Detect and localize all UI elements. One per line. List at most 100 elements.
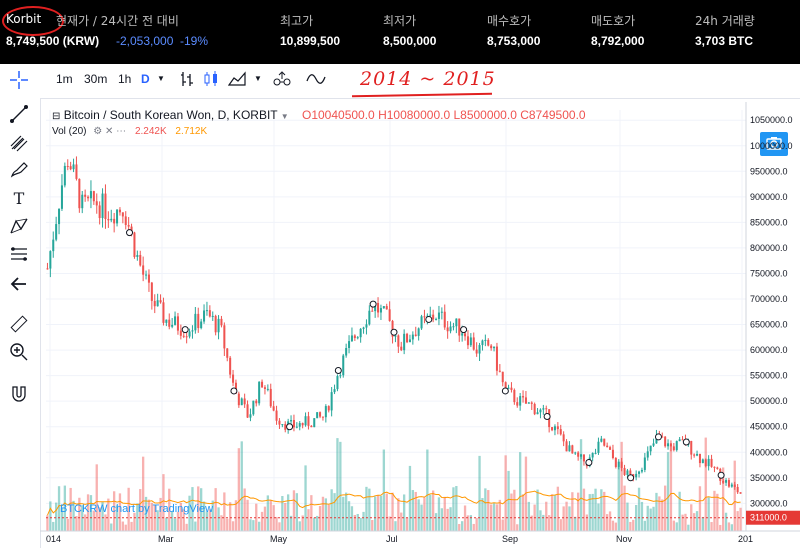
candle-body	[609, 447, 612, 450]
event-marker[interactable]	[126, 229, 134, 237]
event-marker[interactable]	[627, 474, 635, 482]
volume-bar	[92, 510, 96, 531]
event-marker[interactable]	[334, 367, 342, 375]
candle-body	[733, 484, 736, 487]
pitchfork-icon[interactable]	[8, 132, 30, 154]
candle-body	[495, 346, 498, 371]
prediction-icon[interactable]	[8, 244, 30, 266]
trend-line-icon[interactable]	[8, 104, 30, 126]
brush-icon[interactable]	[8, 160, 30, 182]
interval-1h[interactable]: 1h	[118, 72, 132, 86]
text-tool-icon[interactable]: T	[13, 189, 25, 208]
volume-bar	[417, 499, 420, 531]
symbol-menu-icon[interactable]: ▼	[280, 112, 289, 121]
event-marker[interactable]	[585, 458, 593, 466]
volume-bar	[115, 505, 119, 531]
volume-bar	[684, 513, 687, 531]
camera-icon[interactable]	[760, 132, 788, 156]
interval-d[interactable]: D	[141, 72, 150, 86]
compare-icon[interactable]	[272, 70, 292, 91]
candle-body	[698, 453, 701, 464]
volume-settings-icon[interactable]: ⚙ ✕ ⋯	[93, 126, 127, 137]
legend-collapse-icon[interactable]: ⊟	[52, 111, 61, 122]
volume-bar	[112, 491, 116, 531]
pattern-icon[interactable]	[8, 216, 30, 238]
event-marker[interactable]	[460, 326, 468, 334]
indicators-icon[interactable]	[306, 70, 326, 91]
magnet-icon[interactable]	[8, 384, 30, 406]
interval-1m[interactable]: 1m	[56, 72, 73, 86]
area-chart-icon[interactable]	[227, 70, 246, 91]
event-marker[interactable]	[230, 387, 238, 395]
current-price: 8,749,500 (KRW)	[6, 34, 100, 48]
event-marker[interactable]	[501, 387, 509, 395]
candle-body	[611, 449, 614, 459]
candle-body	[220, 318, 223, 326]
candle-body	[629, 470, 632, 475]
volume-bar	[562, 506, 565, 531]
volume-bar	[579, 439, 583, 531]
volume-bar	[463, 505, 467, 531]
event-marker[interactable]	[682, 438, 690, 446]
volume-bar	[342, 496, 345, 531]
candle-body	[116, 209, 119, 224]
volume-bar	[214, 488, 217, 531]
volume-legend: Vol (20) ⚙ ✕ ⋯ 2.242K 2.712K	[52, 126, 207, 137]
event-marker[interactable]	[543, 412, 551, 420]
candle-body	[203, 310, 206, 322]
candle-body	[574, 452, 577, 454]
volume-bar	[63, 485, 67, 531]
interval-30m[interactable]: 30m	[84, 72, 108, 86]
volume-bar	[57, 486, 61, 531]
tradingview-watermark[interactable]: BTCKRW chart by TradingView	[60, 503, 214, 515]
candles-icon[interactable]	[204, 70, 218, 91]
volume-bar	[591, 493, 594, 531]
candle-body	[672, 446, 675, 451]
volume-bar	[339, 441, 342, 531]
interval-dropdown-icon[interactable]: ▼	[157, 74, 165, 83]
volume-bar	[101, 501, 104, 531]
candle-body	[345, 348, 348, 356]
bar-type-icon[interactable]	[180, 70, 194, 91]
volume-bar	[510, 493, 513, 531]
candle-body	[124, 216, 127, 226]
candle-body	[704, 459, 707, 467]
exchange-name[interactable]: Korbit	[6, 12, 42, 26]
event-marker[interactable]	[717, 471, 725, 479]
zoom-in-icon[interactable]	[8, 342, 30, 364]
candle-body	[350, 335, 353, 342]
candle-body	[240, 398, 243, 406]
volume-bar	[698, 486, 702, 531]
event-marker[interactable]	[654, 433, 662, 441]
candle-body	[324, 406, 327, 418]
event-marker[interactable]	[369, 300, 377, 308]
candle-body	[295, 426, 298, 428]
candle-body	[455, 318, 458, 327]
volume-bar	[603, 491, 606, 531]
candle-body	[258, 381, 261, 404]
volume-bar	[121, 521, 125, 531]
crosshair-icon[interactable]	[8, 70, 30, 92]
volume-bar	[275, 516, 278, 531]
event-marker[interactable]	[181, 326, 189, 334]
candle-body	[197, 313, 200, 329]
event-marker[interactable]	[425, 315, 433, 323]
candle-body	[391, 320, 394, 337]
back-arrow-icon[interactable]	[8, 274, 30, 296]
volume-bar	[571, 492, 574, 531]
volume-bar	[484, 488, 487, 531]
volume-bar	[658, 496, 661, 531]
chart-type-dropdown-icon[interactable]: ▼	[254, 74, 262, 83]
candle-body	[69, 166, 72, 170]
event-marker[interactable]	[390, 328, 398, 336]
volume-bar	[255, 503, 258, 531]
candle-body	[513, 389, 516, 403]
candle-body	[374, 303, 377, 312]
candle-body	[536, 412, 539, 415]
ruler-icon[interactable]	[8, 314, 30, 336]
event-marker[interactable]	[286, 423, 294, 431]
candle-body	[475, 349, 478, 354]
volume-bar	[623, 485, 626, 531]
candle-body	[440, 311, 443, 313]
